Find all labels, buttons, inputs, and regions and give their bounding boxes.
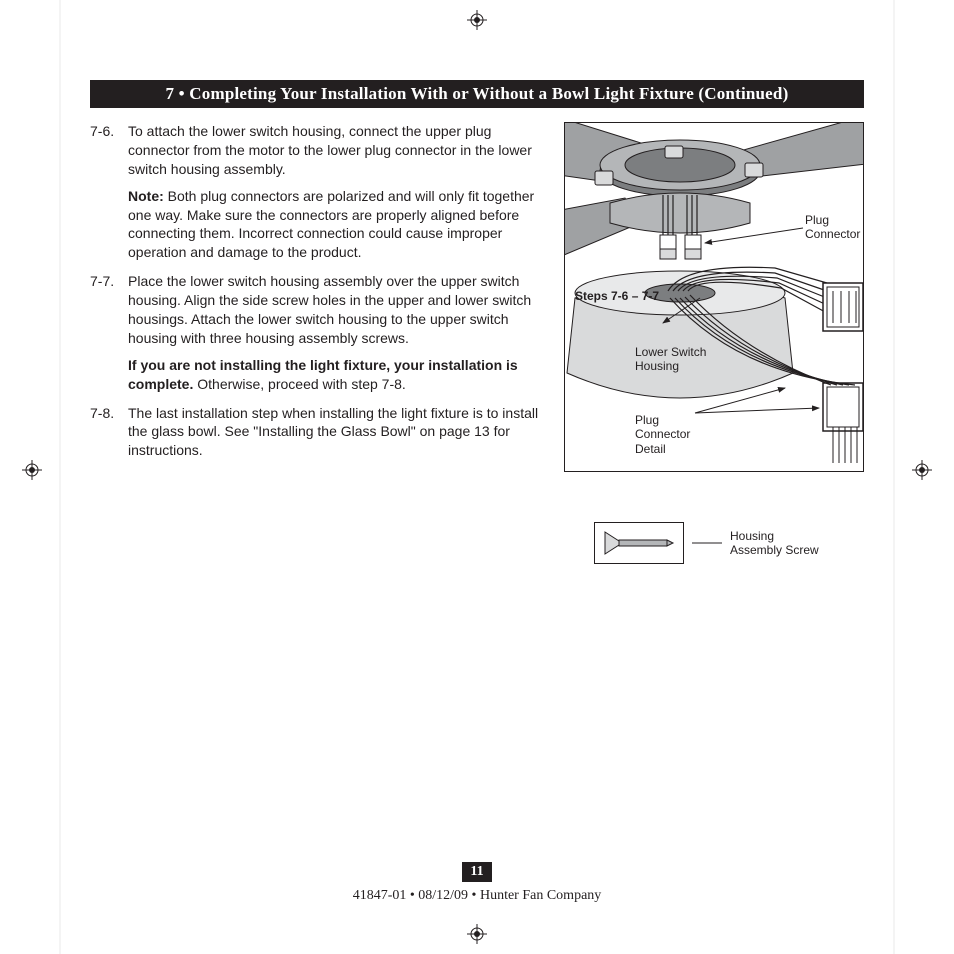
content-columns: 7-6. To attach the lower switch housing,… bbox=[90, 122, 864, 472]
note-body: Otherwise, proceed with step 7-8. bbox=[193, 376, 405, 392]
page-content: 7 • Completing Your Installation With or… bbox=[90, 80, 864, 472]
footer-line: 41847-01 • 08/12/09 • Hunter Fan Company bbox=[353, 888, 602, 903]
text-column: 7-6. To attach the lower switch housing,… bbox=[90, 122, 550, 472]
step-note: If you are not installing the light fixt… bbox=[128, 356, 550, 394]
figure-steps-label: Steps 7-6 – 7-7 bbox=[575, 289, 659, 303]
note-label: Note: bbox=[128, 188, 164, 204]
step-body: The last installation step when installi… bbox=[128, 404, 550, 461]
page-number: 11 bbox=[462, 862, 491, 882]
step-number: 7-6. bbox=[90, 122, 128, 262]
screw-leader bbox=[692, 538, 722, 548]
step-7-7: 7-7. Place the lower switch housing asse… bbox=[90, 272, 550, 393]
page-footer: 11 41847-01 • 08/12/09 • Hunter Fan Comp… bbox=[0, 862, 954, 904]
step-number: 7-8. bbox=[90, 404, 128, 461]
step-body: To attach the lower switch housing, conn… bbox=[128, 122, 550, 262]
lower-switch-housing-label: Lower Switch Housing bbox=[635, 345, 706, 374]
step-note: Note: Both plug connectors are polarized… bbox=[128, 187, 550, 263]
screw-illustration-box bbox=[594, 522, 684, 564]
step-text: To attach the lower switch housing, conn… bbox=[128, 123, 532, 177]
figure-main: Steps 7-6 – 7-7 Plug Connector Lower Swi… bbox=[564, 122, 864, 472]
registration-mark-top bbox=[467, 10, 487, 30]
section-header: 7 • Completing Your Installation With or… bbox=[90, 80, 864, 108]
figure-screw: Housing Assembly Screw bbox=[594, 522, 839, 582]
plug-connector-label: Plug Connector bbox=[805, 213, 860, 242]
registration-mark-bottom bbox=[467, 924, 487, 944]
registration-mark-right bbox=[912, 460, 932, 480]
figure-column: Steps 7-6 – 7-7 Plug Connector Lower Swi… bbox=[564, 122, 864, 472]
registration-mark-left bbox=[22, 460, 42, 480]
screw-svg bbox=[599, 528, 679, 558]
step-7-6: 7-6. To attach the lower switch housing,… bbox=[90, 122, 550, 262]
housing-assembly-screw-label: Housing Assembly Screw bbox=[730, 529, 819, 558]
step-body: Place the lower switch housing assembly … bbox=[128, 272, 550, 393]
plug-connector-detail-label: Plug Connector Detail bbox=[635, 413, 690, 456]
step-text: Place the lower switch housing assembly … bbox=[128, 273, 531, 346]
step-text: The last installation step when installi… bbox=[128, 405, 538, 459]
note-body: Both plug connectors are polarized and w… bbox=[128, 188, 534, 261]
step-7-8: 7-8. The last installation step when ins… bbox=[90, 404, 550, 461]
step-number: 7-7. bbox=[90, 272, 128, 393]
